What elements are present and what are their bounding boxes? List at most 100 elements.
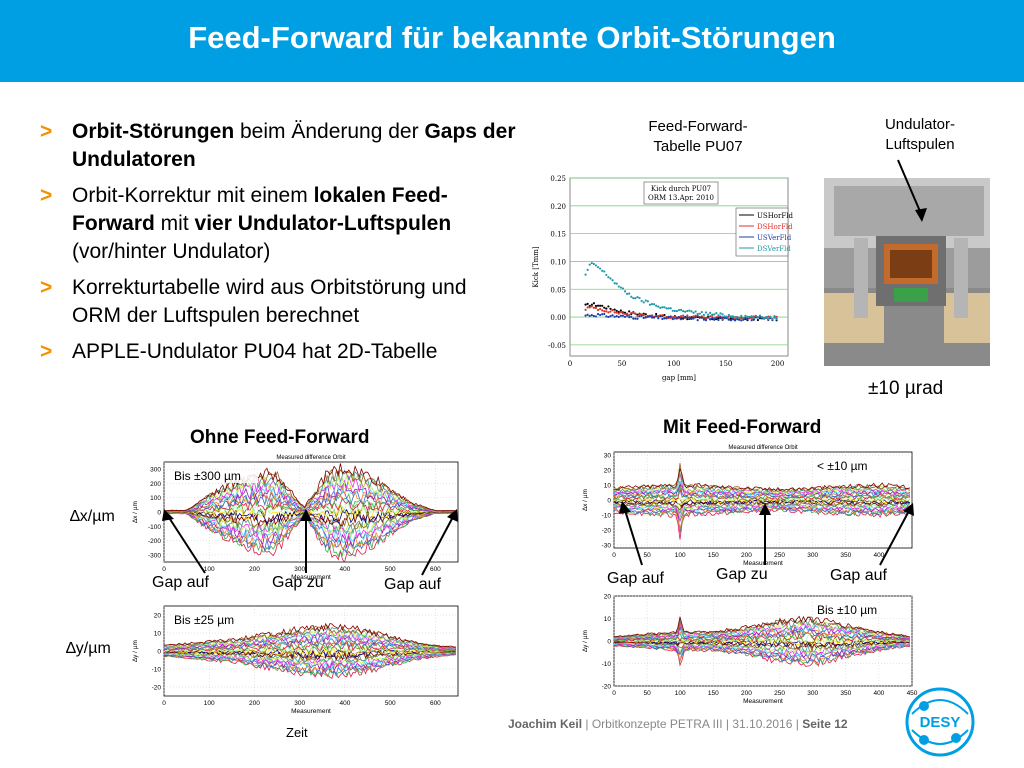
data-point [729,319,733,322]
data-point [754,316,757,319]
data-point [590,261,593,265]
data-point [632,311,635,314]
data-point [686,314,689,317]
data-point [731,315,735,318]
data-point [671,309,674,312]
data-point [711,313,714,316]
data-point [619,286,622,289]
data-point [775,315,778,318]
data-point [704,316,708,320]
orbit-trace [164,632,456,650]
data-point [742,318,745,321]
ff-table-caption-line1: Feed-Forward- [648,118,748,135]
data-point [698,316,701,319]
x-axis-title: Measurement [743,560,783,567]
data-point [613,308,616,311]
bullet-text-part: Korrekturtabelle wird aus Orbitstörung u… [72,276,467,327]
x-tick-label: 150 [708,690,719,697]
data-point [679,315,683,318]
orbit-trace [164,652,457,670]
data-point [603,270,606,273]
undulator-photo [824,178,990,366]
data-point [767,317,770,321]
data-point [713,318,716,321]
ohne-gap-auf-left: Gap auf [152,574,209,591]
data-point [638,296,641,300]
data-point [706,313,710,316]
bullet-text-part: mit [154,212,195,235]
data-point [613,311,616,314]
data-point [655,315,658,318]
x-tick-label: 200 [249,566,260,573]
data-point [717,314,720,317]
bullet-text: Orbit-Korrektur mit einem lokalen Feed-F… [72,184,451,263]
data-point [684,316,687,319]
data-point [634,312,637,315]
data-point [667,307,670,310]
data-point [661,314,664,317]
orbit-trace [614,619,911,639]
x-tick-label: 500 [385,566,396,573]
data-point [692,315,695,318]
data-point [721,313,724,316]
data-point [609,277,612,280]
data-point [744,317,747,320]
data-point [669,315,672,318]
data-point [709,311,712,314]
data-point [625,314,629,317]
data-point [665,307,668,310]
data-point [731,318,735,321]
data-point [594,315,598,318]
data-point [592,314,595,318]
y-tick-label: 0 [157,649,161,656]
y-tick-label: 200 [150,481,161,488]
data-point [584,303,587,306]
data-point [775,318,778,321]
orbit-trace [614,467,910,492]
data-point [642,314,645,317]
undulator-photo-drawing [824,178,990,366]
orbit-trace [614,472,911,495]
legend-label: USVerFld [757,234,792,242]
bullet-list: > Orbit-Störungen beim Änderung der Gaps … [40,118,520,374]
data-point [636,317,639,320]
data-point [725,315,728,318]
data-point [601,304,604,307]
data-point [590,305,593,308]
data-point [723,315,726,318]
data-point [628,292,631,295]
data-point [752,315,755,318]
y-tick-label: -20 [152,685,162,692]
data-point [702,316,706,319]
annotation-text: Kick durch PU07 [651,185,711,193]
data-point [617,312,620,315]
data-point [738,318,741,321]
x-tick-label: 250 [774,552,785,559]
data-point [615,314,618,318]
data-point [592,302,595,305]
y-tick-label: 10 [604,616,612,623]
data-point [630,295,633,298]
ohne-gap-arrows [162,509,458,576]
data-point [677,315,681,319]
data-point [590,314,593,317]
data-point [694,316,697,319]
data-point [740,316,743,319]
y-tick-label: -20 [602,528,612,535]
data-point [588,306,591,309]
x-tick-label: 50 [643,552,651,559]
data-point [682,316,685,319]
data-point [603,310,606,313]
x-tick-label: 450 [907,690,918,697]
data-point [752,317,755,320]
page-title: Feed-Forward für bekannte Orbit-Störunge… [188,20,836,55]
footer-meta: | Orbitkonzepte PETRA III | 31.10.2016 | [585,717,799,731]
y-tick-label: 300 [150,467,161,474]
bullet-marker: > [40,276,53,299]
x-tick-label: 350 [840,552,851,559]
data-point [750,319,753,322]
y-tick-label: 0.15 [550,231,566,239]
annotation-text: < ±10 µm [817,459,868,473]
y-axis-title: ∆x / µm [582,489,589,511]
